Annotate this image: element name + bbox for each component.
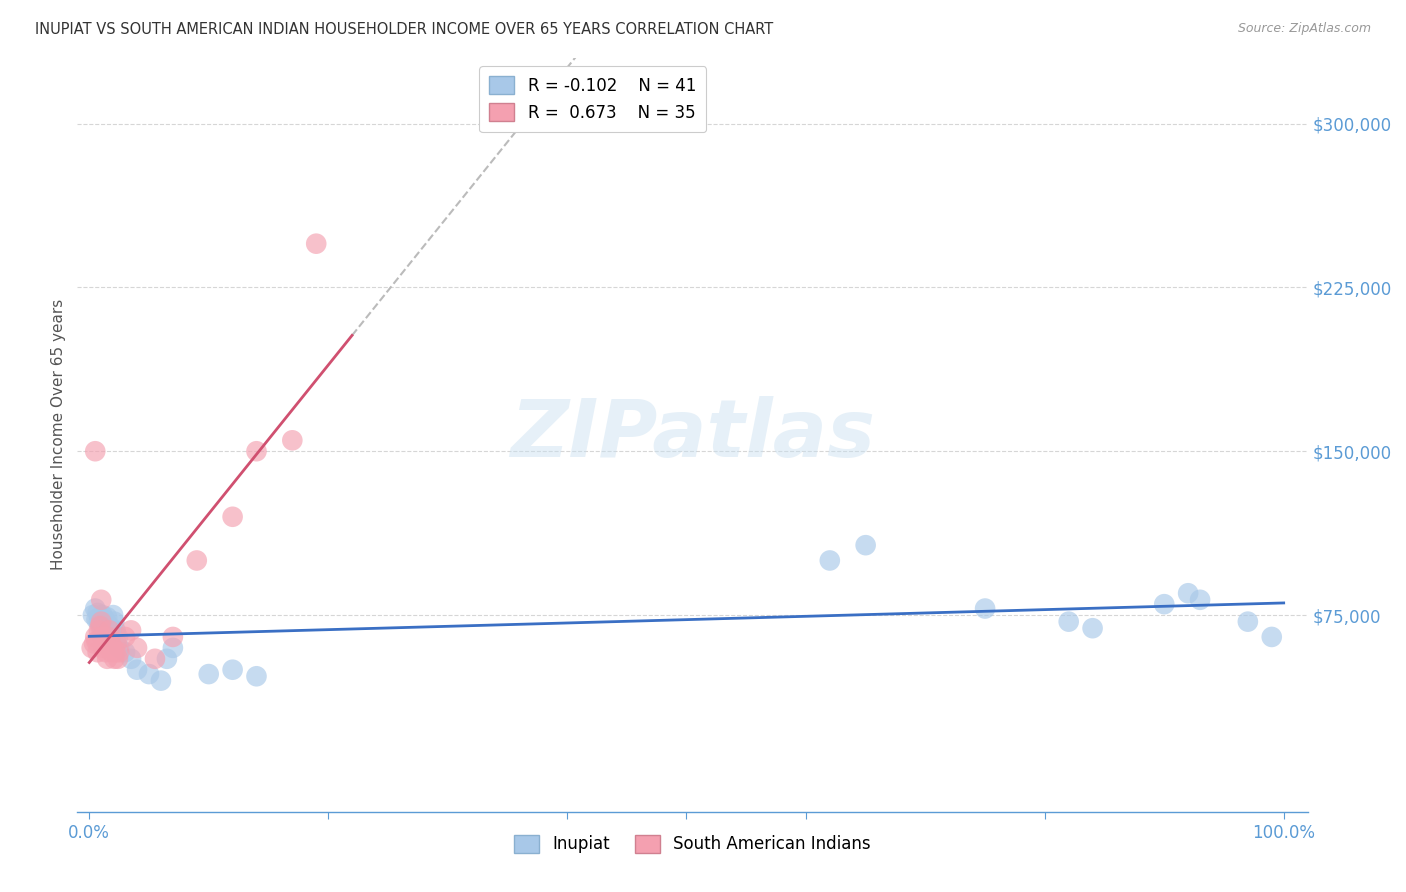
Point	[1177, 586, 1199, 600]
Point	[96, 652, 118, 666]
Point	[91, 608, 114, 623]
Point	[107, 630, 129, 644]
Point	[100, 630, 122, 644]
Point	[84, 630, 107, 644]
Point	[86, 634, 108, 648]
Point	[90, 592, 112, 607]
Text: Source: ZipAtlas.com: Source: ZipAtlas.com	[1237, 22, 1371, 36]
Point	[105, 636, 128, 650]
Point	[96, 610, 118, 624]
Point	[90, 619, 112, 633]
Point	[101, 624, 124, 638]
Point	[120, 652, 142, 666]
Point	[101, 608, 124, 623]
Point	[221, 663, 243, 677]
Point	[94, 645, 117, 659]
Point	[162, 630, 184, 644]
Point	[197, 667, 219, 681]
Point	[305, 236, 328, 251]
Point	[103, 652, 125, 666]
Point	[104, 645, 127, 659]
Point	[89, 619, 111, 633]
Point	[245, 444, 267, 458]
Point	[156, 652, 179, 666]
Point	[107, 652, 129, 666]
Text: ZIPatlas: ZIPatlas	[510, 396, 875, 474]
Point	[114, 630, 136, 644]
Point	[94, 615, 117, 629]
Point	[1057, 615, 1080, 629]
Point	[80, 640, 103, 655]
Point	[855, 538, 877, 552]
Point	[86, 606, 108, 620]
Point	[101, 640, 124, 655]
Point	[91, 630, 114, 644]
Point	[1261, 630, 1284, 644]
Point	[90, 615, 112, 629]
Point	[87, 615, 110, 629]
Point	[86, 612, 108, 626]
Point	[114, 645, 136, 659]
Point	[94, 612, 117, 626]
Point	[186, 553, 208, 567]
Point	[87, 624, 110, 638]
Point	[83, 636, 105, 650]
Point	[100, 636, 122, 650]
Text: INUPIAT VS SOUTH AMERICAN INDIAN HOUSEHOLDER INCOME OVER 65 YEARS CORRELATION CH: INUPIAT VS SOUTH AMERICAN INDIAN HOUSEHO…	[35, 22, 773, 37]
Point	[1081, 621, 1104, 635]
Point	[818, 553, 841, 567]
Point	[143, 652, 166, 666]
Point	[104, 624, 127, 638]
Point	[108, 640, 131, 655]
Point	[125, 640, 148, 655]
Point	[84, 444, 107, 458]
Point	[974, 601, 997, 615]
Point	[1189, 592, 1212, 607]
Point	[1153, 597, 1175, 611]
Point	[86, 645, 108, 659]
Point	[82, 608, 104, 623]
Point	[1237, 615, 1260, 629]
Point	[149, 673, 172, 688]
Point	[120, 624, 142, 638]
Point	[98, 619, 121, 633]
Point	[98, 624, 121, 638]
Point	[84, 601, 107, 615]
Point	[94, 636, 117, 650]
Point	[97, 624, 120, 638]
Point	[89, 610, 111, 624]
Point	[97, 630, 120, 644]
Point	[281, 434, 304, 448]
Point	[245, 669, 267, 683]
Point	[93, 616, 115, 631]
Point	[138, 667, 160, 681]
Y-axis label: Householder Income Over 65 years: Householder Income Over 65 years	[51, 299, 66, 571]
Legend: Inupiat, South American Indians: Inupiat, South American Indians	[508, 828, 877, 860]
Point	[125, 663, 148, 677]
Point	[108, 645, 131, 659]
Point	[101, 645, 124, 659]
Point	[221, 509, 243, 524]
Point	[93, 640, 115, 655]
Point	[103, 615, 125, 629]
Point	[162, 640, 184, 655]
